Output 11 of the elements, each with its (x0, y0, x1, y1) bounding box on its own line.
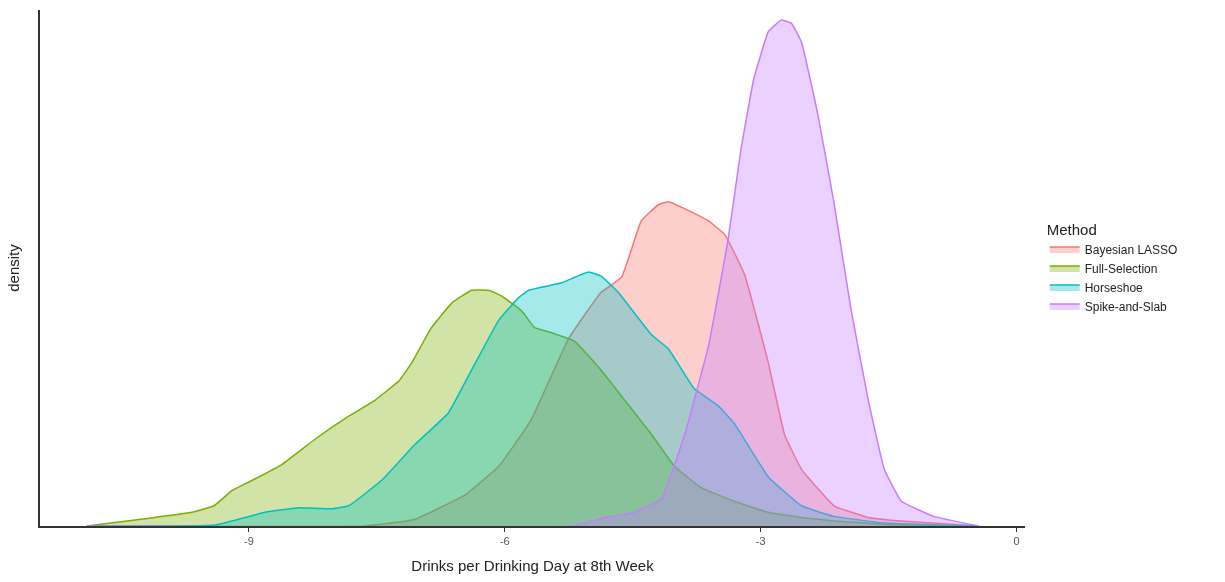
x-axis-title: Drinks per Drinking Day at 8th Week (411, 557, 655, 575)
y-axis-title: density (5, 243, 22, 292)
x-tick-label: -6 (499, 534, 510, 547)
legend-label: Full-Selection (1084, 261, 1158, 276)
x-tick-label: 0 (1013, 534, 1020, 547)
x-tick-label: -9 (244, 534, 254, 547)
legend-label: Horseshoe (1084, 280, 1144, 295)
legend-label: Bayesian LASSO (1084, 242, 1178, 257)
legend-label: Spike-and-Slab (1084, 299, 1168, 314)
legend-title: Method (1046, 220, 1097, 238)
x-tick-label: -3 (755, 534, 766, 547)
